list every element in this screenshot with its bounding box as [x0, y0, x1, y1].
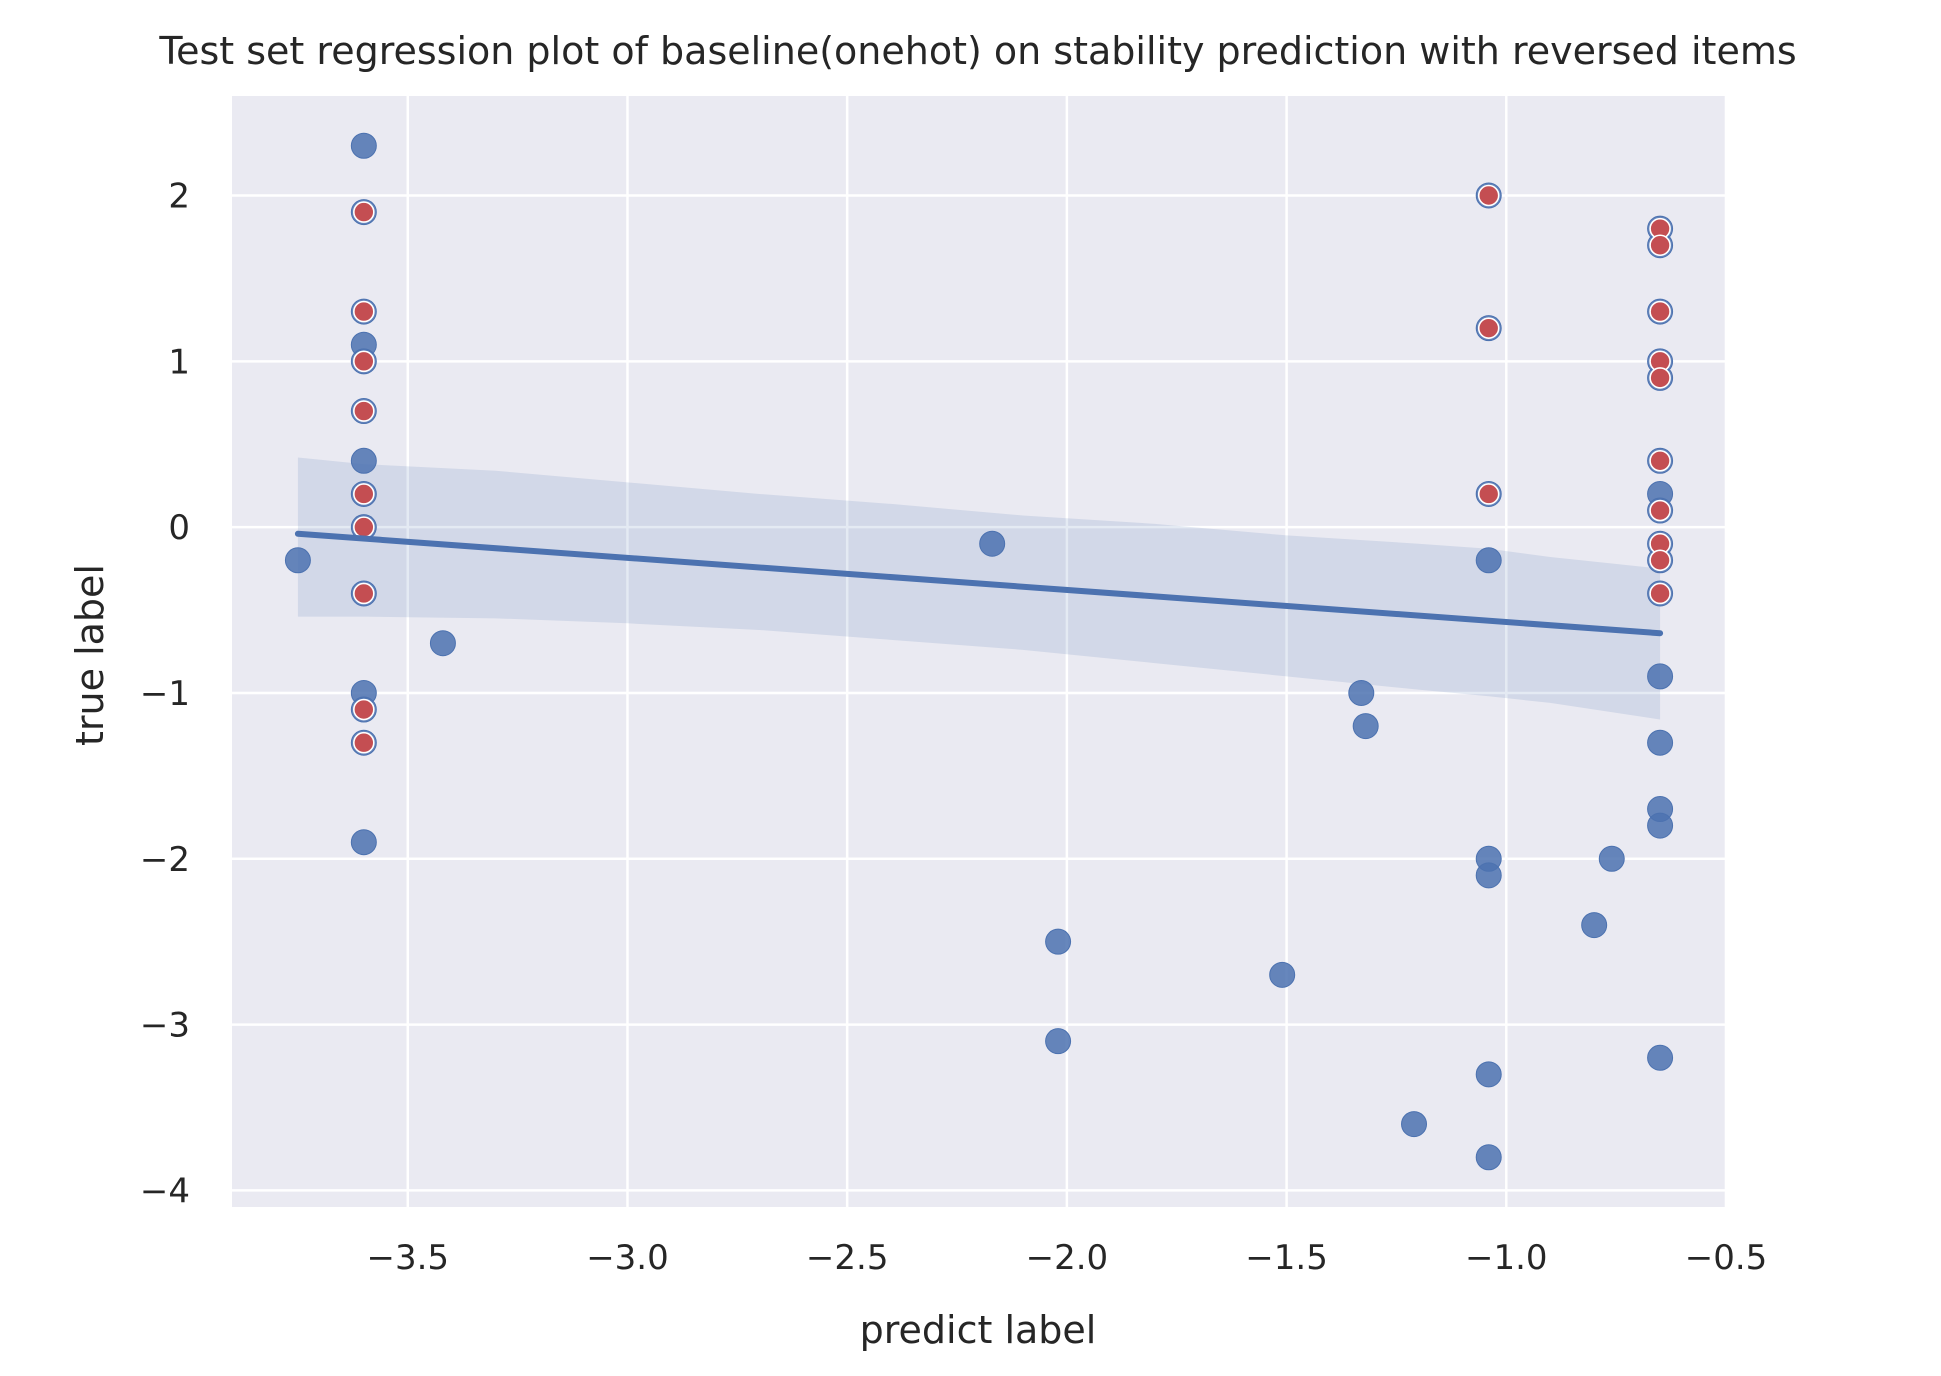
plot-background [232, 96, 1726, 1207]
regression-line [294, 530, 1664, 637]
red-data-point [353, 350, 375, 373]
blue-data-point [979, 530, 1006, 557]
red-data-point [1477, 184, 1500, 207]
x-tick-label: −2.0 [1026, 1238, 1109, 1278]
blue-data-point [1475, 1061, 1502, 1088]
x-tick-labels: −3.5 −3.0 −2.5 −2.0 −1.5 −1.0 −0.5 [366, 1238, 1767, 1278]
blue-data-point [429, 630, 456, 657]
x-axis-label: predict label [860, 1308, 1097, 1352]
chart-title: Test set regression plot of baseline(one… [158, 29, 1796, 73]
y-tick-label: −4 [140, 1171, 190, 1211]
red-data-point [353, 300, 375, 323]
red-data-point [353, 400, 375, 422]
blue-data-point [284, 547, 311, 574]
grid-lines [232, 96, 1728, 1207]
red-data-point [1477, 483, 1500, 505]
red-data-point [1649, 234, 1671, 257]
red-data-point [1477, 317, 1500, 339]
blue-data-point [350, 447, 377, 474]
red-data-point [1649, 549, 1671, 572]
confidence-band-area [297, 457, 1661, 720]
blue-data-point [1475, 1144, 1502, 1171]
red-data-point [353, 731, 375, 754]
blue-data-point [1598, 845, 1625, 872]
red-data-point [353, 582, 375, 605]
y-tick-label: −3 [140, 1006, 190, 1046]
x-tick-label: −3.0 [586, 1238, 669, 1278]
red-data-point [353, 698, 375, 721]
y-tick-labels: 2 1 0 −1 −2 −3 −4 [140, 176, 190, 1211]
y-tick-label: 1 [168, 342, 190, 382]
x-tick-label: −2.5 [806, 1238, 889, 1278]
blue-data-point [350, 132, 377, 159]
blue-data-point [1269, 961, 1296, 988]
red-data-point [1649, 300, 1671, 323]
y-tick-label: −1 [140, 674, 190, 714]
blue-data-point [1475, 862, 1502, 889]
blue-data-point [1647, 663, 1674, 690]
x-tick-label: −1.0 [1465, 1238, 1548, 1278]
blue-data-point [1045, 1028, 1072, 1055]
y-tick-label: −2 [140, 840, 190, 880]
x-tick-label: −1.5 [1245, 1238, 1328, 1278]
x-tick-label: −3.5 [366, 1238, 449, 1278]
red-data-point [353, 516, 375, 538]
y-tick-label: 0 [168, 508, 190, 548]
red-data-point [1649, 367, 1671, 389]
confidence-band [297, 457, 1661, 720]
blue-data-point [1348, 679, 1375, 706]
y-tick-label: 2 [168, 176, 190, 216]
x-tick-label: −0.5 [1685, 1238, 1768, 1278]
red-data-point [353, 201, 375, 223]
blue-data-point [1475, 547, 1502, 574]
red-data-point [353, 483, 375, 505]
blue-data-point [1352, 713, 1379, 740]
red-data-point [1649, 499, 1671, 522]
blue-data-point [1647, 1044, 1674, 1071]
blue-data-point [350, 829, 377, 856]
blue-data-point [1045, 928, 1072, 955]
blue-data-point [1401, 1111, 1428, 1138]
red-data-point [1649, 582, 1671, 605]
regression-line-group [294, 530, 1664, 637]
blue-data-point [1647, 812, 1674, 839]
blue-data-point [1647, 729, 1674, 756]
blue-data-point [1581, 912, 1608, 939]
red-points [353, 184, 1671, 754]
red-data-point [1649, 450, 1671, 472]
y-axis-label: true label [68, 564, 112, 746]
